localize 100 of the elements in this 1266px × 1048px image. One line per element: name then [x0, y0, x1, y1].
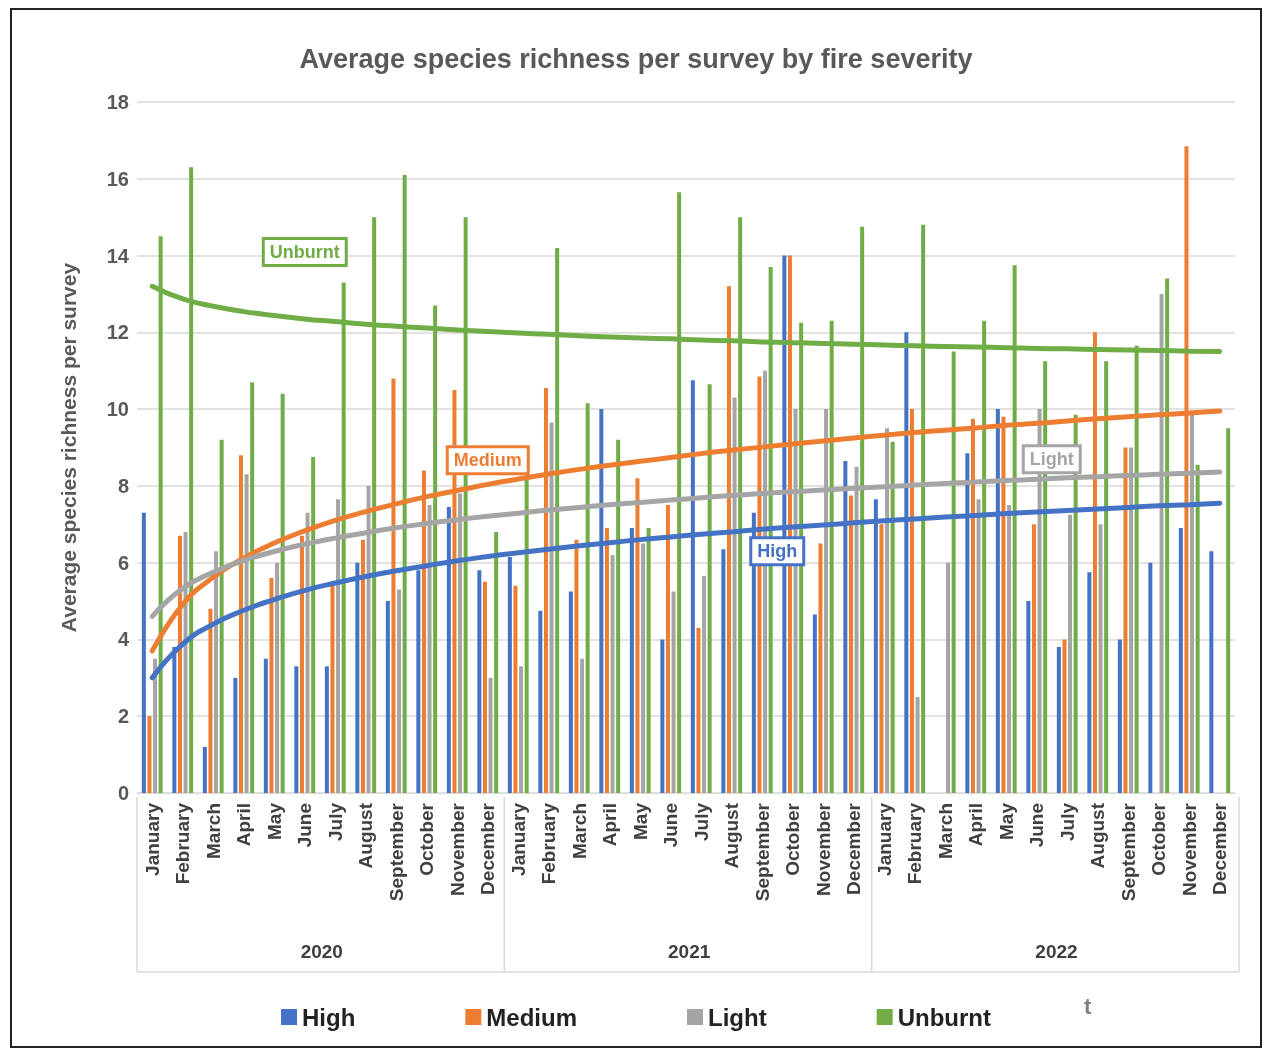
x-tick-label: February — [538, 802, 560, 885]
bar — [524, 478, 529, 793]
bar — [1007, 505, 1012, 793]
x-tick-label: April — [233, 803, 255, 847]
bar — [635, 478, 640, 793]
bar — [641, 543, 646, 793]
bar — [280, 393, 285, 793]
bar — [385, 601, 390, 793]
bar — [1117, 639, 1122, 793]
bar — [812, 614, 817, 793]
bar — [1178, 528, 1183, 793]
x-tick-label: June — [294, 803, 316, 848]
x-tick-label: November — [1178, 802, 1200, 896]
bar — [219, 439, 224, 793]
bar — [1195, 464, 1200, 793]
bar — [1209, 551, 1214, 793]
x-tick-label: October — [782, 802, 804, 876]
bar — [721, 549, 726, 793]
y-tick-label: 12 — [106, 321, 129, 344]
bar — [671, 591, 676, 793]
bar — [915, 697, 920, 793]
bar — [568, 591, 573, 793]
bar — [208, 608, 213, 793]
bar — [1056, 647, 1061, 793]
bar — [707, 384, 712, 793]
bar — [488, 677, 493, 793]
y-tick-label: 16 — [106, 167, 129, 190]
bar — [665, 505, 670, 793]
bar — [153, 658, 158, 793]
x-tick-label: February — [172, 802, 194, 885]
bar — [818, 543, 823, 793]
series-label: High — [757, 541, 798, 562]
x-tick-label: June — [1026, 803, 1048, 848]
x-tick-label: December — [843, 802, 865, 895]
bar — [848, 495, 853, 793]
bar — [263, 658, 268, 793]
text: t — [1084, 993, 1092, 1019]
series-label: Light — [1029, 449, 1074, 470]
y-tick-label: 0 — [117, 782, 129, 804]
bar — [702, 576, 707, 793]
bar — [482, 581, 487, 793]
legend-label: Medium — [486, 1003, 578, 1031]
x-tick-label: September — [751, 802, 773, 902]
bar — [585, 403, 590, 793]
y-axis-title: Average species richness per survey — [57, 262, 80, 633]
bar — [324, 666, 329, 793]
bar — [1062, 639, 1067, 793]
x-tick-label: November — [446, 802, 468, 896]
x-tick-label: April — [599, 803, 621, 847]
text: 2021 — [668, 941, 711, 962]
bar — [141, 512, 146, 793]
bar — [1098, 524, 1103, 793]
y-tick-label: 6 — [117, 551, 129, 574]
y-tick-label: 4 — [117, 628, 130, 651]
bar — [1068, 514, 1073, 793]
x-tick-label: October — [416, 802, 438, 876]
x-tick-label: November — [812, 802, 834, 896]
y-tick-label: 8 — [117, 474, 129, 497]
y-tick-label: 2 — [117, 705, 129, 728]
x-tick-label: June — [660, 803, 682, 848]
x-tick-label: May — [263, 802, 285, 840]
x-tick-label: July — [690, 802, 712, 842]
bar — [360, 539, 365, 793]
bar — [330, 585, 335, 793]
bar — [696, 627, 701, 793]
bar — [1148, 562, 1153, 793]
x-tick-label: May — [995, 802, 1017, 840]
bar — [951, 351, 956, 793]
bar — [976, 499, 981, 793]
bar — [1226, 428, 1231, 793]
x-tick-label: July — [324, 802, 346, 842]
bar — [275, 562, 280, 793]
bar — [294, 666, 299, 793]
bar — [1026, 601, 1031, 793]
bar — [660, 639, 665, 793]
y-tick-label: 14 — [106, 244, 130, 267]
bar — [879, 524, 884, 793]
bar — [610, 554, 615, 793]
bar — [574, 539, 579, 793]
x-tick-label: May — [629, 802, 651, 840]
bar — [604, 528, 609, 793]
y-tick-label: 18 — [106, 91, 129, 113]
x-tick-label: October — [1148, 802, 1170, 876]
legend-label: Unburnt — [897, 1003, 991, 1031]
bar — [1031, 524, 1036, 793]
series-label: Medium — [453, 450, 522, 471]
bar — [646, 528, 651, 793]
x-tick-label: March — [568, 803, 590, 859]
text: Unburnt — [269, 241, 340, 262]
x-tick-label: December — [477, 802, 499, 895]
bar — [1123, 447, 1128, 793]
text: 2020 — [300, 941, 343, 962]
legend-label: Light — [708, 1003, 767, 1031]
bar — [311, 457, 316, 793]
bar — [513, 585, 518, 793]
bar — [202, 746, 207, 793]
bar — [519, 666, 524, 793]
bar — [233, 677, 238, 793]
bar — [1104, 361, 1109, 793]
x-tick-label: March — [202, 803, 224, 859]
